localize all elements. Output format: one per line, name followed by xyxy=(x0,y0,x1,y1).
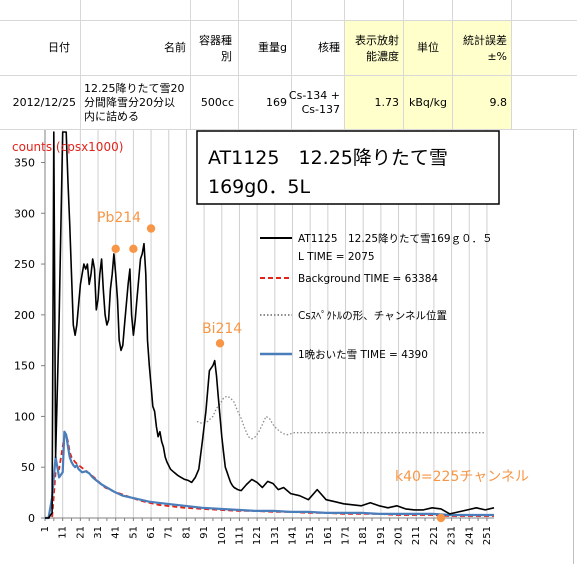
legend-label-background: Background TIME = 63384 xyxy=(298,273,438,285)
x-tick-label-111: 111 xyxy=(234,526,245,545)
header-concentration-2: 能濃度 xyxy=(366,49,399,63)
y-tick-label-100: 100 xyxy=(14,410,35,423)
series-sample xyxy=(45,131,495,519)
series-cs-shape xyxy=(196,395,486,440)
header-unit: 単位 xyxy=(417,40,439,54)
cell-container: 500cc xyxy=(201,96,234,109)
x-tick-label-181: 181 xyxy=(358,526,369,545)
peak-marker-2 xyxy=(146,224,156,233)
x-tick-labels: 1 11 21 31 41 51 61 71 81 91 101 111 121 131 141 151 161… xyxy=(40,526,493,545)
legend-label-cs-shape: Csｽﾍﾟｸﾄﾙの形、チャンネル位置 xyxy=(298,309,447,322)
x-tick-label-251: 251 xyxy=(482,526,493,545)
peak-markers xyxy=(111,224,446,523)
header-date: 日付 xyxy=(48,41,70,54)
x-tick-label-51: 51 xyxy=(128,526,139,539)
y-tick-label-250: 250 xyxy=(14,258,35,271)
annotation-bi214: Bi214 xyxy=(202,321,242,337)
x-tick-label-21: 21 xyxy=(75,526,86,539)
cell-nuclide-2: Cs-137 xyxy=(302,103,340,116)
header-error-2: ±% xyxy=(487,50,507,63)
x-tick-label-71: 71 xyxy=(164,526,175,539)
x-tick-label-81: 81 xyxy=(181,526,192,539)
cell-name-line1: 12.25降りたて雪20 xyxy=(84,81,185,95)
header-container: 容器種 xyxy=(199,33,232,47)
legend-label-sample-2: L TIME = 2075 xyxy=(298,251,375,263)
x-tick-label-91: 91 xyxy=(199,526,210,539)
peak-marker-4 xyxy=(436,513,446,523)
results-table: 日付 名前 容器種 別 重量g 核種 表示放射 能濃度 単位 統計誤差 ±% 2… xyxy=(0,0,577,130)
y-axis-label: counts (cpsx1000) xyxy=(12,140,123,154)
y-tick-label-50: 50 xyxy=(21,461,35,474)
x-tick-label-61: 61 xyxy=(146,526,157,539)
x-tick-label-41: 41 xyxy=(111,526,122,539)
annotation-k40: k40=225チャンネル xyxy=(395,469,529,485)
x-tick-label-121: 121 xyxy=(252,526,263,545)
x-tick-label-211: 211 xyxy=(411,526,422,545)
cell-weight: 169 xyxy=(266,96,287,109)
y-tick-label-150: 150 xyxy=(14,360,35,373)
x-tick-label-221: 221 xyxy=(429,526,440,545)
x-tick-label-241: 241 xyxy=(464,526,475,545)
series-overnight xyxy=(45,430,494,520)
y-tick-label-350: 350 xyxy=(14,156,35,169)
header-concentration: 表示放射 xyxy=(355,33,399,47)
header-container-2: 別 xyxy=(221,50,232,63)
cell-concentration: 1.73 xyxy=(375,96,400,109)
header-weight: 重量g xyxy=(258,40,287,54)
header-name: 名前 xyxy=(164,40,186,54)
legend: AT1125 12.25降りたて雪169ｇ０．５ L TIME = 2075 B… xyxy=(260,232,493,361)
y-tick-label-0: 0 xyxy=(28,512,35,525)
x-tick-label-1: 1 xyxy=(40,526,51,532)
header-error: 統計誤差 xyxy=(463,33,507,47)
cell-name-line2: 分間降雪分20分以 xyxy=(84,95,175,109)
peak-marker-0 xyxy=(111,244,120,254)
legend-label-sample: AT1125 12.25降りたて雪169ｇ０．５ xyxy=(298,232,493,245)
cell-unit: kBq/kg xyxy=(409,96,447,109)
y-tick-label-300: 300 xyxy=(14,207,35,220)
x-tick-label-141: 141 xyxy=(287,526,298,545)
x-tick-label-201: 201 xyxy=(394,526,405,545)
x-tick-label-101: 101 xyxy=(217,526,228,545)
x-tick-label-231: 231 xyxy=(447,526,458,545)
x-tick-label-31: 31 xyxy=(93,526,104,539)
x-tick-label-191: 191 xyxy=(376,526,387,545)
axes xyxy=(41,130,494,519)
cell-error: 9.8 xyxy=(490,96,508,109)
x-tick-label-151: 151 xyxy=(305,526,316,545)
header-nuclide: 核種 xyxy=(318,40,340,54)
x-tick-label-161: 161 xyxy=(323,526,334,545)
cell-name-line3: 内に詰める xyxy=(84,109,139,123)
x-tick-label-131: 131 xyxy=(270,526,281,545)
y-tick-labels: 0 50 100 150 200 250 300 350 xyxy=(14,156,35,525)
series-layer xyxy=(45,131,495,520)
x-tick-label-171: 171 xyxy=(341,526,352,545)
y-tick-label-200: 200 xyxy=(14,309,35,322)
chart-title-box: AT1125 12.25降りたて雪 169g0．5L xyxy=(196,130,500,205)
x-tick-label-11: 11 xyxy=(58,526,69,539)
chart-title-line2: 169g0．5L xyxy=(208,176,311,198)
legend-label-overnight: 1晩おいた雪 TIME = 4390 xyxy=(298,349,428,361)
peak-marker-1 xyxy=(129,244,138,254)
cell-date: 2012/12/25 xyxy=(13,96,76,109)
annotation-pb214: Pb214 xyxy=(97,210,141,226)
chart-title-line1: AT1125 12.25降りたて雪 xyxy=(208,147,448,169)
peak-marker-3 xyxy=(215,339,225,348)
cell-nuclide-1: Cs-134 + xyxy=(289,89,340,102)
